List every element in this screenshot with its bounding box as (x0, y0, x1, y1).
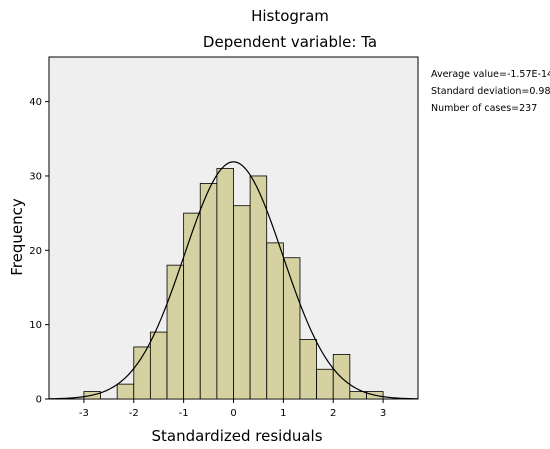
histogram-bar (266, 242, 284, 400)
chart-subtitle: Dependent variable: Ta (203, 33, 377, 51)
x-tick-label: 3 (380, 408, 386, 419)
histogram-bar (183, 212, 201, 400)
statistics-legend: Average value=-1.57E-14 Standard deviati… (431, 66, 550, 117)
x-axis-ticks: -3 -2 -1 0 1 2 3 (79, 399, 386, 419)
x-tick-label: -2 (129, 408, 139, 419)
y-tick-label: 10 (29, 320, 42, 331)
histogram-bar (199, 182, 218, 400)
histogram-bar (216, 168, 234, 400)
histogram-bar (116, 383, 135, 400)
x-tick-label: 0 (230, 408, 236, 419)
histogram-bar (332, 353, 351, 400)
chart-title: Histogram (251, 7, 329, 25)
histogram-bar (299, 339, 317, 400)
histogram-bar (149, 331, 168, 400)
histogram-bar (349, 391, 367, 400)
y-tick-label: 40 (29, 97, 42, 108)
x-tick-label: 1 (280, 408, 286, 419)
normal-curve (48, 161, 419, 400)
x-axis-label: Standardized residuals (151, 427, 322, 445)
y-tick-label: 0 (36, 395, 42, 406)
histogram-bar (233, 205, 251, 400)
x-tick-label: 2 (330, 408, 336, 419)
y-axis-ticks: 0 10 20 30 40 (29, 97, 49, 406)
y-tick-label: 20 (29, 246, 42, 257)
y-tick-label: 30 (29, 171, 42, 182)
histogram-bar (282, 257, 301, 400)
mean-stat: Average value=-1.57E-14 (431, 69, 550, 80)
histogram-bar (166, 264, 185, 400)
histogram-bar (133, 346, 151, 400)
x-tick-label: -1 (179, 408, 189, 419)
x-tick-label: -3 (79, 408, 89, 419)
histogram-bar (316, 368, 334, 400)
case-count-stat: Number of cases=237 (431, 103, 538, 114)
histogram-bars (83, 168, 384, 400)
std-dev-stat: Standard deviation=0.987 (431, 86, 550, 97)
y-axis-label: Frequency (8, 198, 26, 276)
histogram-bar (249, 175, 268, 400)
